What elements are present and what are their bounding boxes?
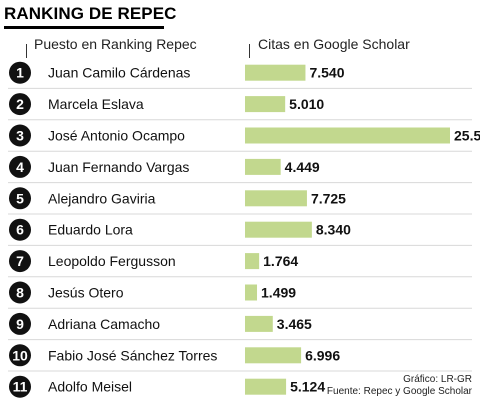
researcher-name: Marcela Eslava — [48, 96, 144, 112]
citation-bar — [245, 158, 281, 175]
rank-badge — [9, 375, 31, 398]
rank-badge — [9, 93, 31, 116]
rank-column-header: Puesto en Ranking Repec — [34, 36, 197, 52]
rank-number: 11 — [13, 379, 28, 395]
rank-badge — [9, 187, 31, 210]
rank-number: 8 — [16, 285, 24, 301]
title-underline — [4, 26, 164, 29]
researcher-name: Juan Fernando Vargas — [48, 159, 189, 175]
rank-badge — [9, 250, 31, 273]
citation-bar — [245, 253, 260, 270]
citation-value-label: 7.725 — [311, 190, 346, 206]
chart-title: RANKING DE REPEC — [4, 4, 177, 23]
citation-bar — [245, 190, 307, 207]
researcher-name: Jesús Otero — [48, 285, 124, 301]
rank-badge — [9, 281, 31, 304]
citation-bar — [245, 64, 306, 81]
rank-number: 1 — [16, 65, 24, 81]
researcher-name: José Antonio Ocampo — [48, 128, 185, 144]
citation-bar — [245, 96, 286, 113]
citation-bar — [245, 378, 287, 395]
rank-number: 9 — [16, 316, 24, 332]
researcher-name: Fabio José Sánchez Torres — [48, 347, 217, 363]
rank-badge — [9, 61, 31, 84]
credits: Gráfico: LR-GR Fuente: Repec y Google Sc… — [327, 374, 472, 398]
citation-value-label: 4.449 — [285, 159, 320, 175]
citation-bar — [245, 315, 273, 332]
rank-number: 4 — [16, 159, 24, 175]
rank-badge — [9, 218, 31, 241]
researcher-name: Leopoldo Fergusson — [48, 253, 176, 269]
citation-value-label: 5.010 — [289, 96, 324, 112]
researcher-name: Alejandro Gaviria — [48, 190, 156, 206]
rank-badge — [9, 124, 31, 147]
rank-badge — [9, 312, 31, 335]
citation-value-label: 8.340 — [316, 222, 351, 238]
rank-badge — [9, 155, 31, 178]
citation-value-label: 25.567 — [454, 128, 480, 144]
rank-number: 2 — [16, 96, 24, 112]
rank-number: 6 — [16, 222, 24, 238]
citations-column-header: Citas en Google Scholar — [258, 36, 410, 52]
rank-number: 10 — [12, 347, 28, 363]
rank-header-leader — [26, 44, 27, 58]
citations-header-leader — [249, 44, 250, 58]
researcher-name: Eduardo Lora — [48, 222, 133, 238]
researcher-name: Juan Camilo Cárdenas — [48, 65, 190, 81]
citation-value-label: 5.124 — [290, 379, 325, 395]
rank-number: 7 — [16, 253, 24, 269]
citation-value-label: 1.499 — [261, 285, 296, 301]
citation-value-label: 6.996 — [305, 347, 340, 363]
citation-value-label: 1.764 — [263, 253, 298, 269]
citation-value-label: 3.465 — [277, 316, 312, 332]
researcher-name: Adriana Camacho — [48, 316, 160, 332]
citation-bar — [245, 347, 302, 364]
citation-bar — [245, 127, 450, 144]
researcher-name: Adolfo Meisel — [48, 379, 132, 395]
rank-number: 5 — [16, 190, 24, 206]
citation-value-label: 7.540 — [309, 65, 344, 81]
citation-bar — [245, 284, 258, 301]
citation-bar — [245, 221, 312, 238]
rank-badge — [9, 344, 31, 367]
graphic-credit: Gráfico: LR-GR — [403, 374, 472, 385]
rank-number: 3 — [16, 128, 24, 144]
source-credit: Fuente: Repec y Google Scholar — [326, 386, 472, 397]
